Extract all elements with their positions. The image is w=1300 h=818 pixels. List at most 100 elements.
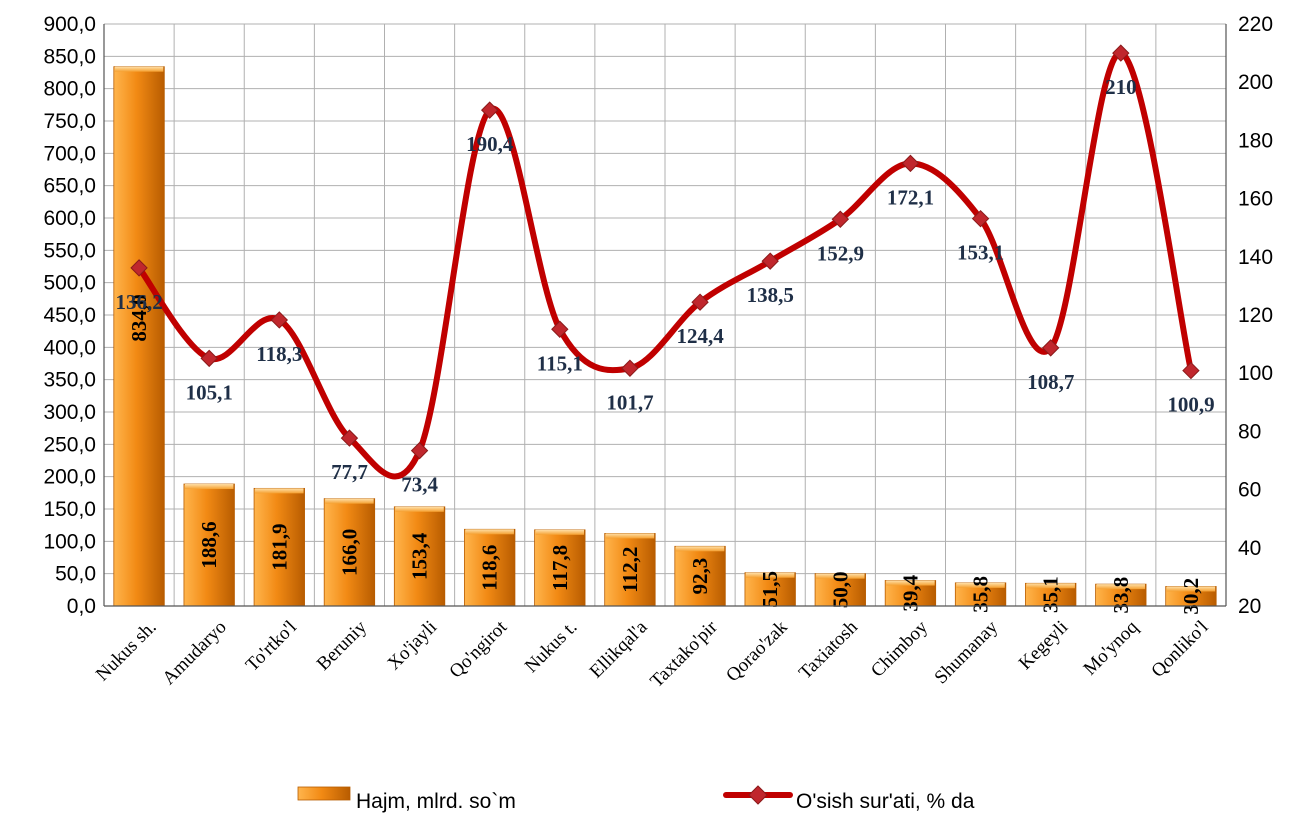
y-left-tick-label: 750,0	[43, 110, 96, 133]
x-category-label: Taxiatosh	[795, 616, 862, 683]
line-data-label: 108,7	[1027, 370, 1074, 394]
y-right-tick-label: 100	[1238, 362, 1273, 385]
legend-bar-label: Hajm, mlrd. so`m	[356, 790, 516, 813]
diamond-marker	[1112, 44, 1130, 62]
y-right-tick-label: 140	[1238, 246, 1273, 269]
diamond-marker	[831, 210, 850, 228]
bar-top-highlight	[465, 529, 514, 535]
y-right-tick-label: 220	[1238, 13, 1273, 36]
y-right-tick-label: 200	[1238, 71, 1273, 94]
y-right-tick-label: 80	[1238, 420, 1261, 443]
diamond-marker	[761, 252, 779, 270]
y-right-tick-label: 160	[1238, 188, 1273, 211]
x-category-label: Shumanay	[931, 616, 1003, 688]
diamond-marker	[1182, 361, 1200, 380]
bar-top-highlight	[184, 484, 234, 490]
bar-data-label: 118,6	[478, 545, 502, 591]
y-left-tick-label: 700,0	[43, 142, 96, 165]
y-left-tick-label: 550,0	[43, 239, 96, 262]
y-left-tick-label: 50,0	[55, 563, 96, 586]
legend-bar-swatch	[297, 786, 351, 801]
growth-line	[136, 50, 1194, 480]
bar-data-label: 166,0	[337, 529, 361, 576]
bar	[674, 545, 726, 607]
bar-top-highlight	[886, 580, 935, 586]
y-left-tick-label: 450,0	[43, 304, 96, 327]
y-left-tick-label: 250,0	[43, 433, 96, 456]
diamond-marker	[621, 359, 639, 377]
line-data-label: 101,7	[606, 390, 653, 414]
legend-item-line: O'sish sur'ati, % da	[723, 785, 975, 813]
diamond-marker	[901, 154, 920, 173]
diamond-marker	[551, 320, 569, 338]
bar-data-label: 112,2	[618, 547, 642, 593]
bar-data-label: 188,6	[197, 521, 221, 568]
bar-data-label: 92,3	[688, 558, 712, 595]
x-category-label: Taxtako'pir	[646, 616, 722, 692]
bar	[393, 506, 446, 607]
bar-top-highlight	[956, 582, 1005, 588]
y-left-tick-label: 400,0	[43, 336, 96, 359]
line-series	[130, 44, 1200, 480]
line-data-label: 152,9	[817, 241, 864, 265]
line-data-label: 124,4	[676, 324, 724, 348]
line-labels: 136,2 105,1 118,3 77,7 73,4 190,4 115,1 101,7 12…	[115, 75, 1214, 497]
diamond-marker	[480, 101, 499, 119]
bar-data-label: 50,0	[828, 571, 852, 608]
legend: Hajm, mlrd. so`m O'sish sur'ati, % da	[297, 785, 975, 813]
bar-data-label: 181,9	[267, 524, 291, 571]
diamond-marker	[971, 209, 990, 228]
line-data-label: 100,9	[1167, 393, 1214, 417]
diamond-marker	[1041, 339, 1060, 357]
line-data-label: 136,2	[115, 290, 162, 314]
diamond-marker	[691, 293, 709, 311]
bar-labels: 834,0 188,6 181,9 166,0 153,4 118,6 117,8 112,2…	[127, 294, 1203, 614]
bar-top-highlight	[745, 572, 795, 578]
bar	[323, 498, 376, 607]
bar	[814, 573, 866, 607]
diamond-marker	[270, 311, 289, 329]
bar-data-label: 35,8	[969, 576, 993, 613]
bar-data-label: 834,0	[127, 294, 151, 341]
x-category-label: Amudaryo	[158, 617, 230, 689]
bar	[464, 528, 516, 607]
bar-top-highlight	[114, 66, 164, 72]
x-category-label: Mo'ynoq	[1080, 616, 1143, 679]
bar-data-label: 51,5	[758, 571, 782, 608]
bar	[113, 66, 165, 607]
x-category-label: To'rtko'l	[242, 617, 301, 676]
legend-line-label: O'sish sur'ati, % da	[796, 790, 975, 813]
y-left-tick-label: 300,0	[43, 401, 96, 424]
x-category-label: Beruniy	[313, 616, 371, 674]
y-left-tick-label: 800,0	[43, 78, 96, 101]
y-left-tick-label: 850,0	[43, 45, 96, 68]
diamond-marker	[200, 349, 218, 368]
legend-marker-icon	[748, 785, 768, 805]
x-category-label: Nukus sh.	[92, 617, 161, 686]
y-right-tick-label: 20	[1238, 595, 1261, 618]
bar-data-label: 117,8	[548, 545, 572, 591]
line-data-label: 190,4	[466, 132, 514, 156]
bar-data-label: 33,8	[1109, 577, 1133, 614]
line-data-label: 118,3	[256, 342, 302, 366]
y-left-tick-label: 600,0	[43, 207, 96, 230]
bar-top-highlight	[255, 488, 304, 494]
x-category-label: Qorao'zak	[722, 616, 792, 686]
x-category-label: Chimboy	[867, 616, 932, 681]
line-data-label: 73,4	[401, 473, 438, 497]
y-left-tick-label: 0,0	[67, 595, 96, 618]
diamond-marker	[130, 259, 148, 277]
y-right-tick-label: 40	[1238, 537, 1261, 560]
x-category-label: Qo'ngirot	[445, 616, 511, 682]
y-left-tick-label: 500,0	[43, 272, 96, 295]
y-left-tick-label: 200,0	[43, 466, 96, 489]
bar	[744, 572, 796, 607]
bar-top-highlight	[675, 546, 725, 552]
bar-data-label: 35,1	[1039, 576, 1063, 613]
y-left-tick-label: 150,0	[43, 498, 96, 521]
x-category-label: Qonliko'l	[1147, 617, 1212, 682]
line-data-label: 115,1	[537, 351, 583, 375]
x-category-label: Nukus t.	[521, 617, 581, 677]
